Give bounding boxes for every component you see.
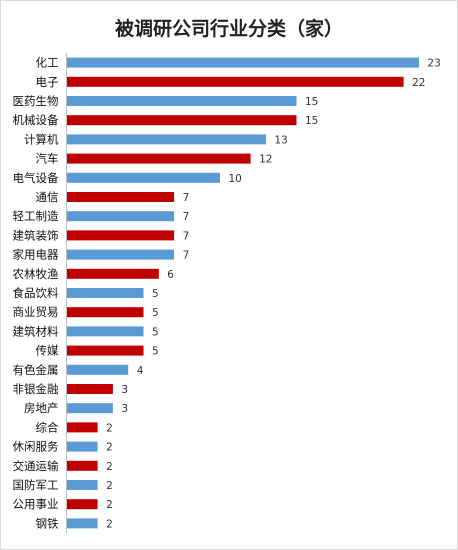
category-label: 家用电器	[13, 248, 59, 262]
bar	[67, 57, 419, 68]
category-label: 休闲服务	[13, 440, 59, 454]
bar	[67, 268, 159, 279]
bar	[67, 403, 113, 414]
category-label: 汽车	[36, 152, 59, 166]
bar	[67, 480, 98, 490]
bar	[67, 192, 175, 202]
bar	[67, 460, 98, 471]
data-label: 7	[183, 211, 190, 223]
data-label: 3	[121, 384, 128, 396]
bar	[67, 172, 220, 183]
category-label: 公用事业	[13, 497, 59, 511]
bar	[67, 364, 129, 375]
category-label: 农林牧渔	[13, 267, 59, 281]
category-label: 有色金属	[13, 363, 59, 377]
data-label: 2	[106, 461, 113, 473]
data-label: 15	[305, 115, 318, 127]
data-label: 10	[229, 173, 242, 185]
data-label: 13	[274, 134, 287, 146]
data-label: 5	[152, 288, 159, 300]
data-label: 22	[412, 77, 425, 89]
category-label: 医药生物	[13, 94, 59, 108]
category-label: 通信	[36, 190, 59, 204]
category-label: 食品饮料	[13, 286, 59, 300]
category-label: 商业贸易	[13, 305, 59, 319]
category-label: 钢铁	[36, 516, 59, 530]
data-label: 3	[121, 403, 128, 415]
bar	[67, 518, 98, 529]
data-label: 5	[152, 307, 159, 319]
bar	[67, 115, 297, 126]
bar	[67, 153, 251, 164]
data-label: 2	[106, 499, 113, 511]
data-label: 12	[259, 154, 272, 166]
bar	[67, 134, 266, 145]
bar	[67, 345, 144, 356]
category-label: 建筑材料	[13, 324, 59, 338]
data-label: 7	[183, 250, 190, 262]
category-label: 电子	[36, 75, 59, 89]
category-label: 传媒	[36, 344, 59, 358]
category-label: 建筑装饰	[13, 228, 59, 242]
data-label: 5	[152, 346, 159, 358]
bar	[67, 96, 297, 106]
category-label: 电气设备	[13, 171, 59, 185]
bar	[67, 211, 175, 222]
bar	[67, 288, 144, 298]
category-label: 计算机	[24, 132, 59, 146]
bar	[67, 307, 144, 318]
category-label: 交通运输	[13, 459, 59, 473]
bar	[67, 230, 175, 241]
data-label: 23	[427, 58, 440, 70]
category-label: 化工	[36, 56, 59, 70]
data-label: 4	[137, 365, 144, 377]
bar	[67, 249, 175, 260]
category-label: 机械设备	[13, 113, 59, 127]
data-label: 2	[106, 480, 113, 492]
data-label: 15	[305, 96, 318, 108]
data-label: 6	[167, 269, 174, 281]
category-label: 轻工制造	[13, 209, 59, 223]
data-label: 2	[106, 518, 113, 530]
data-label: 7	[183, 192, 190, 204]
data-label: 7	[183, 230, 190, 242]
data-label: 2	[106, 442, 113, 454]
bar	[67, 441, 98, 452]
bar	[67, 422, 98, 433]
category-label: 国防军工	[13, 478, 59, 492]
bar	[67, 76, 404, 87]
bar	[67, 384, 113, 394]
category-label: 非银金融	[13, 382, 59, 396]
chart-title: 被调研公司行业分类（家）	[114, 18, 343, 40]
data-label: 5	[152, 326, 159, 338]
data-label: 2	[106, 422, 113, 434]
bar	[67, 326, 144, 337]
category-label: 综合	[36, 420, 59, 434]
category-label: 房地产	[24, 401, 59, 415]
bar	[67, 499, 98, 510]
